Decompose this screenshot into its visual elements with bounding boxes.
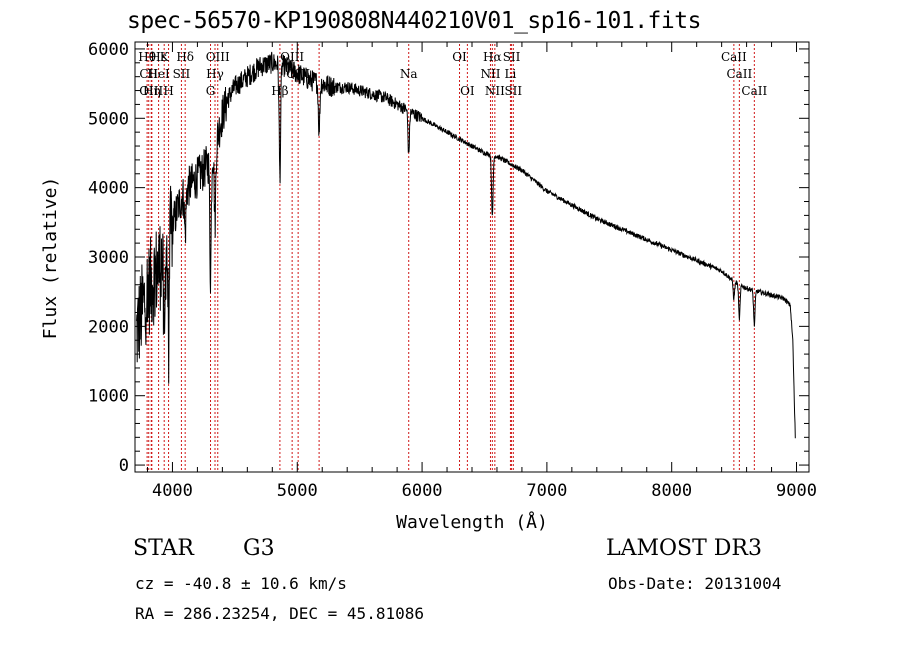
y-tick-label: 2000: [88, 317, 129, 337]
ra-dec: RA = 286.23254, DEC = 45.81086: [135, 604, 424, 623]
marker-label: OIII: [280, 50, 304, 64]
redshift-cz: cz = -40.8 ± 10.6 km/s: [135, 574, 347, 593]
marker-label: G: [206, 84, 216, 98]
marker-label: HeI: [147, 67, 170, 81]
marker-label: CII: [139, 67, 158, 81]
marker-label: CaII: [726, 67, 752, 81]
y-tick-label: 3000: [88, 248, 129, 268]
x-tick-label: 4000: [152, 481, 193, 501]
marker-label: OI: [452, 50, 467, 64]
marker-label: Hα: [483, 50, 502, 64]
marker-label: CaII: [741, 84, 767, 98]
obs-date: Obs-Date: 20131004: [608, 574, 782, 593]
object-subclass: G3: [243, 536, 275, 561]
marker-label: CaII: [721, 50, 747, 64]
x-tick-label: 5000: [277, 481, 318, 501]
marker-label: OIII: [286, 67, 310, 81]
plot-frame: [134, 41, 810, 473]
marker-label: Li: [505, 67, 517, 81]
marker-label: Hθ: [138, 50, 156, 64]
marker-label: SII: [504, 84, 522, 98]
y-axis-label: Flux (relative): [40, 177, 61, 340]
marker-label: K: [160, 50, 170, 64]
marker-label: NII: [485, 84, 505, 98]
marker-label: H: [163, 84, 173, 98]
marker-label: Hε: [150, 50, 167, 64]
marker-label: OIII: [139, 84, 163, 98]
marker-label: Hη: [143, 84, 161, 98]
survey-name: LAMOST DR3: [606, 536, 762, 561]
axis-ticks: 4000 5000 6000 7000 8000 9000 0 1000 2000 3000 400…: [88, 40, 817, 501]
y-tick-label: 4000: [88, 179, 129, 199]
marker-label: NII: [480, 67, 500, 81]
marker-label: SII: [173, 67, 191, 81]
x-tick-label: 6000: [402, 481, 443, 501]
spectrum-line: [135, 51, 796, 439]
marker-label: SII: [503, 50, 521, 64]
x-tick-label: 7000: [526, 481, 567, 501]
y-tick-label: 0: [119, 456, 129, 476]
line-marker-layer: [146, 44, 755, 472]
x-axis-label: Wavelength (Å): [396, 511, 548, 533]
x-tick-label: 8000: [651, 481, 692, 501]
y-tick-label: 1000: [88, 387, 129, 407]
y-tick-label: 5000: [88, 109, 129, 129]
x-tick-label: 9000: [776, 481, 817, 501]
chart-title: spec-56570-KP190808N440210V01_sp16-101.f…: [127, 8, 701, 34]
marker-label: OIII: [206, 50, 230, 64]
y-tick-label: 6000: [88, 40, 129, 60]
object-class: STAR: [133, 536, 194, 561]
marker-label: Hδ: [176, 50, 194, 64]
marker-label: Hβ: [271, 84, 288, 98]
marker-label: OI: [460, 84, 475, 98]
marker-label: Na: [400, 67, 418, 81]
marker-label: Hγ: [206, 67, 224, 81]
